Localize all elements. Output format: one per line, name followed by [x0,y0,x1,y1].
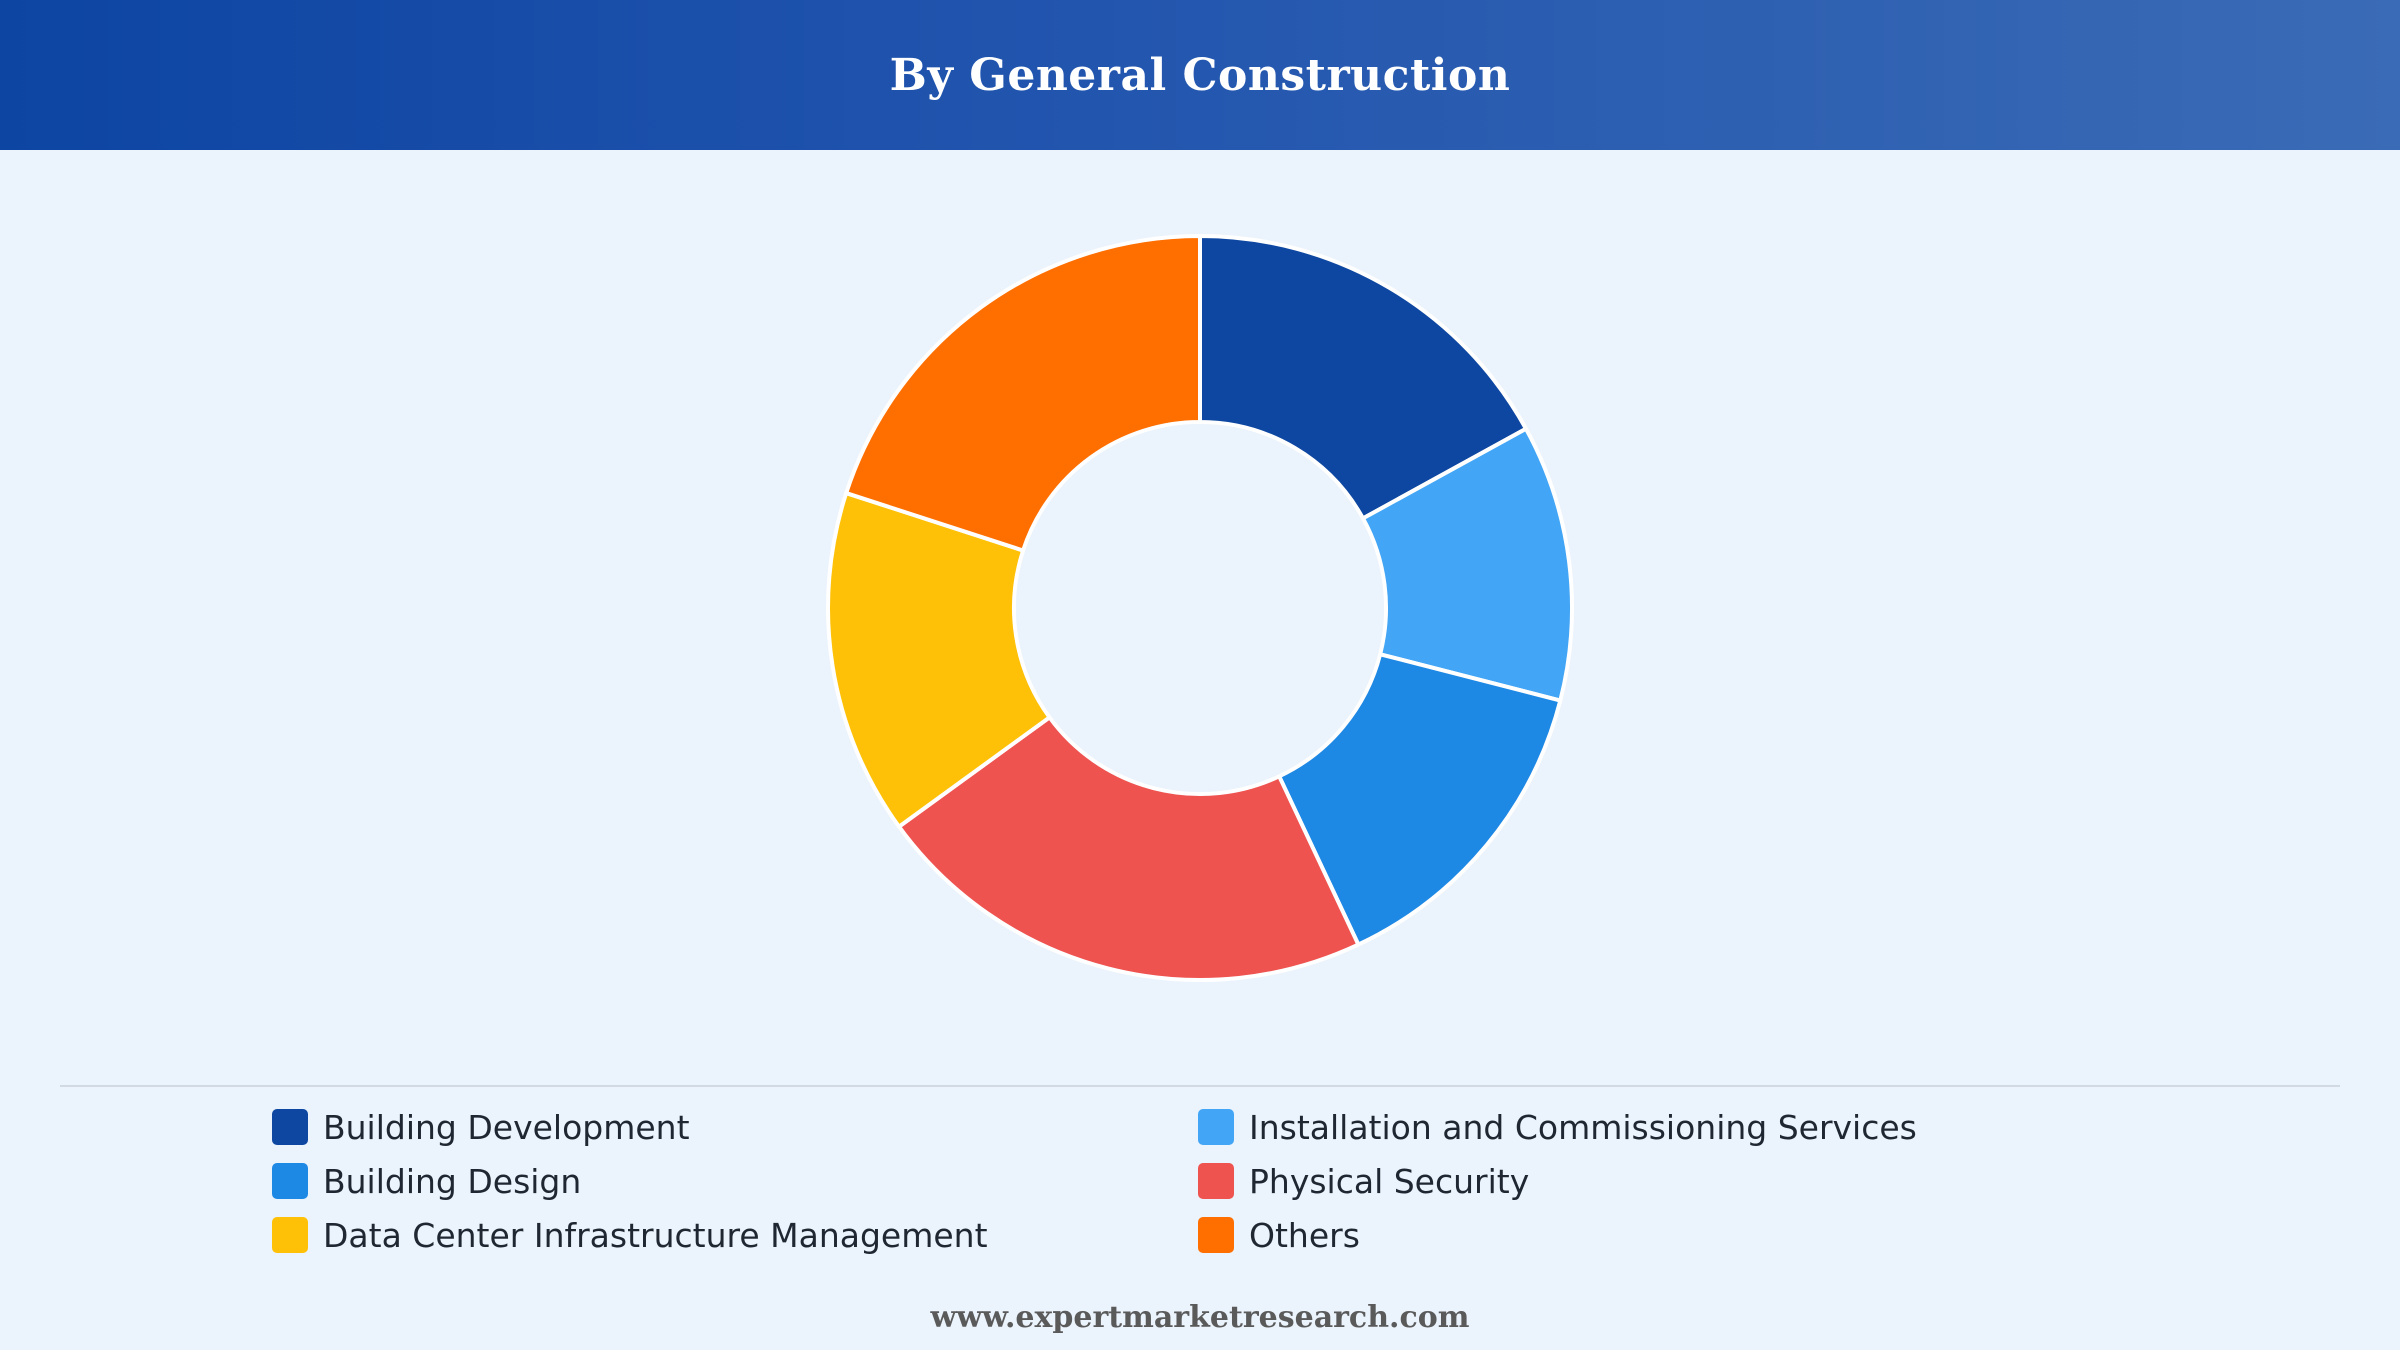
donut-slice-installation-and-commissioning-services[interactable] [1360,426,1574,703]
legend-item-dcim[interactable]: Data Center Infrastructure Management [272,1208,1198,1262]
chart-title: By General Construction [889,49,1511,101]
legend-item-building-design[interactable]: Building Design [272,1154,1198,1208]
legend-label: Installation and Commissioning Services [1249,1107,1917,1147]
legend-item-installation-commissioning[interactable]: Installation and Commissioning Services [1198,1100,2158,1154]
donut-chart [826,234,1574,982]
legend-item-others[interactable]: Others [1198,1208,2158,1262]
legend-divider [60,1085,2340,1087]
donut-hole [1016,424,1384,792]
donut-slice-data-center-infrastructure-management[interactable] [826,491,1052,829]
legend-swatch [1198,1109,1234,1145]
donut-slice-others[interactable] [844,234,1202,553]
chart-area [0,150,2400,1070]
legend-item-physical-security[interactable]: Physical Security [1198,1154,2158,1208]
legend-item-building-development[interactable]: Building Development [272,1100,1198,1154]
legend-label: Building Development [323,1107,690,1147]
donut-slice-building-design[interactable] [1277,652,1563,947]
legend-swatch [272,1217,308,1253]
legend-label: Building Design [323,1161,582,1201]
legend-label: Data Center Infrastructure Management [323,1215,988,1255]
legend-swatch [1198,1163,1234,1199]
donut-slice-building-development[interactable] [1198,234,1528,521]
legend-swatch [272,1109,308,1145]
legend-swatch [272,1163,308,1199]
legend: Building Development Installation and Co… [272,1100,2172,1262]
legend-label: Others [1249,1215,1360,1255]
donut-slice-physical-security[interactable] [897,715,1361,982]
legend-swatch [1198,1217,1234,1253]
header-banner: By General Construction [0,0,2400,150]
footer-url: www.expertmarketresearch.com [930,1300,1470,1335]
legend-label: Physical Security [1249,1161,1530,1201]
